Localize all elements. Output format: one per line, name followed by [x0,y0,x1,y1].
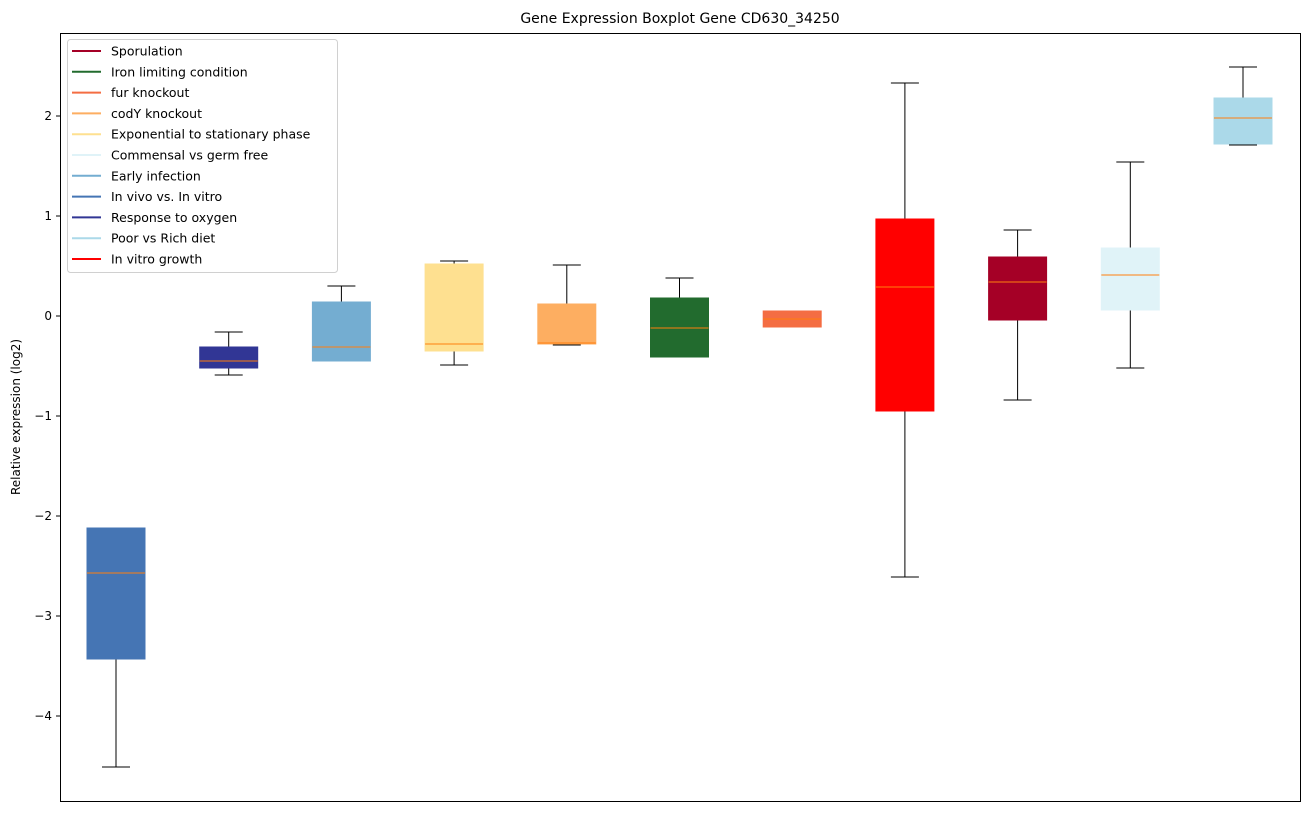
box-body [424,263,484,352]
y-tick-label: 0 [44,309,52,323]
legend-entry: Exponential to stationary phase [72,127,311,142]
legend-entry: Early infection [72,168,201,183]
legend-label: Sporulation [111,44,183,59]
box-body [1100,247,1160,311]
box-2 [199,331,259,376]
legend-label: Commensal vs germ free [111,148,268,163]
box-body [537,303,597,345]
box-3 [311,285,371,362]
y-tick-label: 2 [44,109,52,123]
legend-label: Exponential to stationary phase [111,127,311,142]
y-tick-label: −2 [34,509,52,523]
box-body [86,527,146,660]
box-body [988,256,1048,321]
legend-entry: codY knockout [72,106,202,121]
box-body [311,301,371,362]
y-ticks: 2 1 0 −1 −2 −3 −4 [34,109,60,723]
legend-entry: Commensal vs germ free [72,148,268,163]
legend-entry: Response to oxygen [72,210,237,225]
legend-entry: In vitro growth [72,252,202,267]
box-6 [650,277,709,358]
y-tick-label: −1 [34,409,52,423]
legend-label: Early infection [111,168,201,183]
box-7 [762,310,822,328]
y-tick-label: −4 [34,709,52,723]
y-tick-label: 1 [44,209,52,223]
legend-label: In vitro growth [111,252,202,267]
legend-label: Poor vs Rich diet [111,231,215,246]
box-8 [875,82,935,578]
box-11 [1213,66,1273,146]
legend: Sporulation Iron limiting condition fur kn… [67,39,338,273]
y-axis-label: Relative expression (log2) [9,339,23,495]
box-10 [1100,161,1160,369]
box-body [1213,97,1273,145]
box-5 [537,264,597,346]
legend-entry: fur knockout [72,85,189,100]
legend-entry: Iron limiting condition [72,64,248,79]
box-body [875,218,935,412]
box-9 [988,229,1048,401]
legend-entry: Poor vs Rich diet [72,231,215,246]
legend-label: Iron limiting condition [111,64,248,79]
legend-label: In vivo vs. In vitro [111,189,222,204]
legend-label: codY knockout [111,106,202,121]
legend-label: Response to oxygen [111,210,237,225]
legend-frame [67,39,338,273]
box-body [199,346,259,369]
plot-frame [60,33,1301,802]
boxes-group [86,66,1273,768]
legend-label: fur knockout [111,85,189,100]
box-4 [424,260,484,366]
y-tick-label: −3 [34,609,52,623]
box-1 [86,527,146,768]
legend-entry: In vivo vs. In vitro [72,189,222,204]
legend-entry: Sporulation [72,44,183,59]
chart-title: Gene Expression Boxplot Gene CD630_34250 [520,11,839,27]
